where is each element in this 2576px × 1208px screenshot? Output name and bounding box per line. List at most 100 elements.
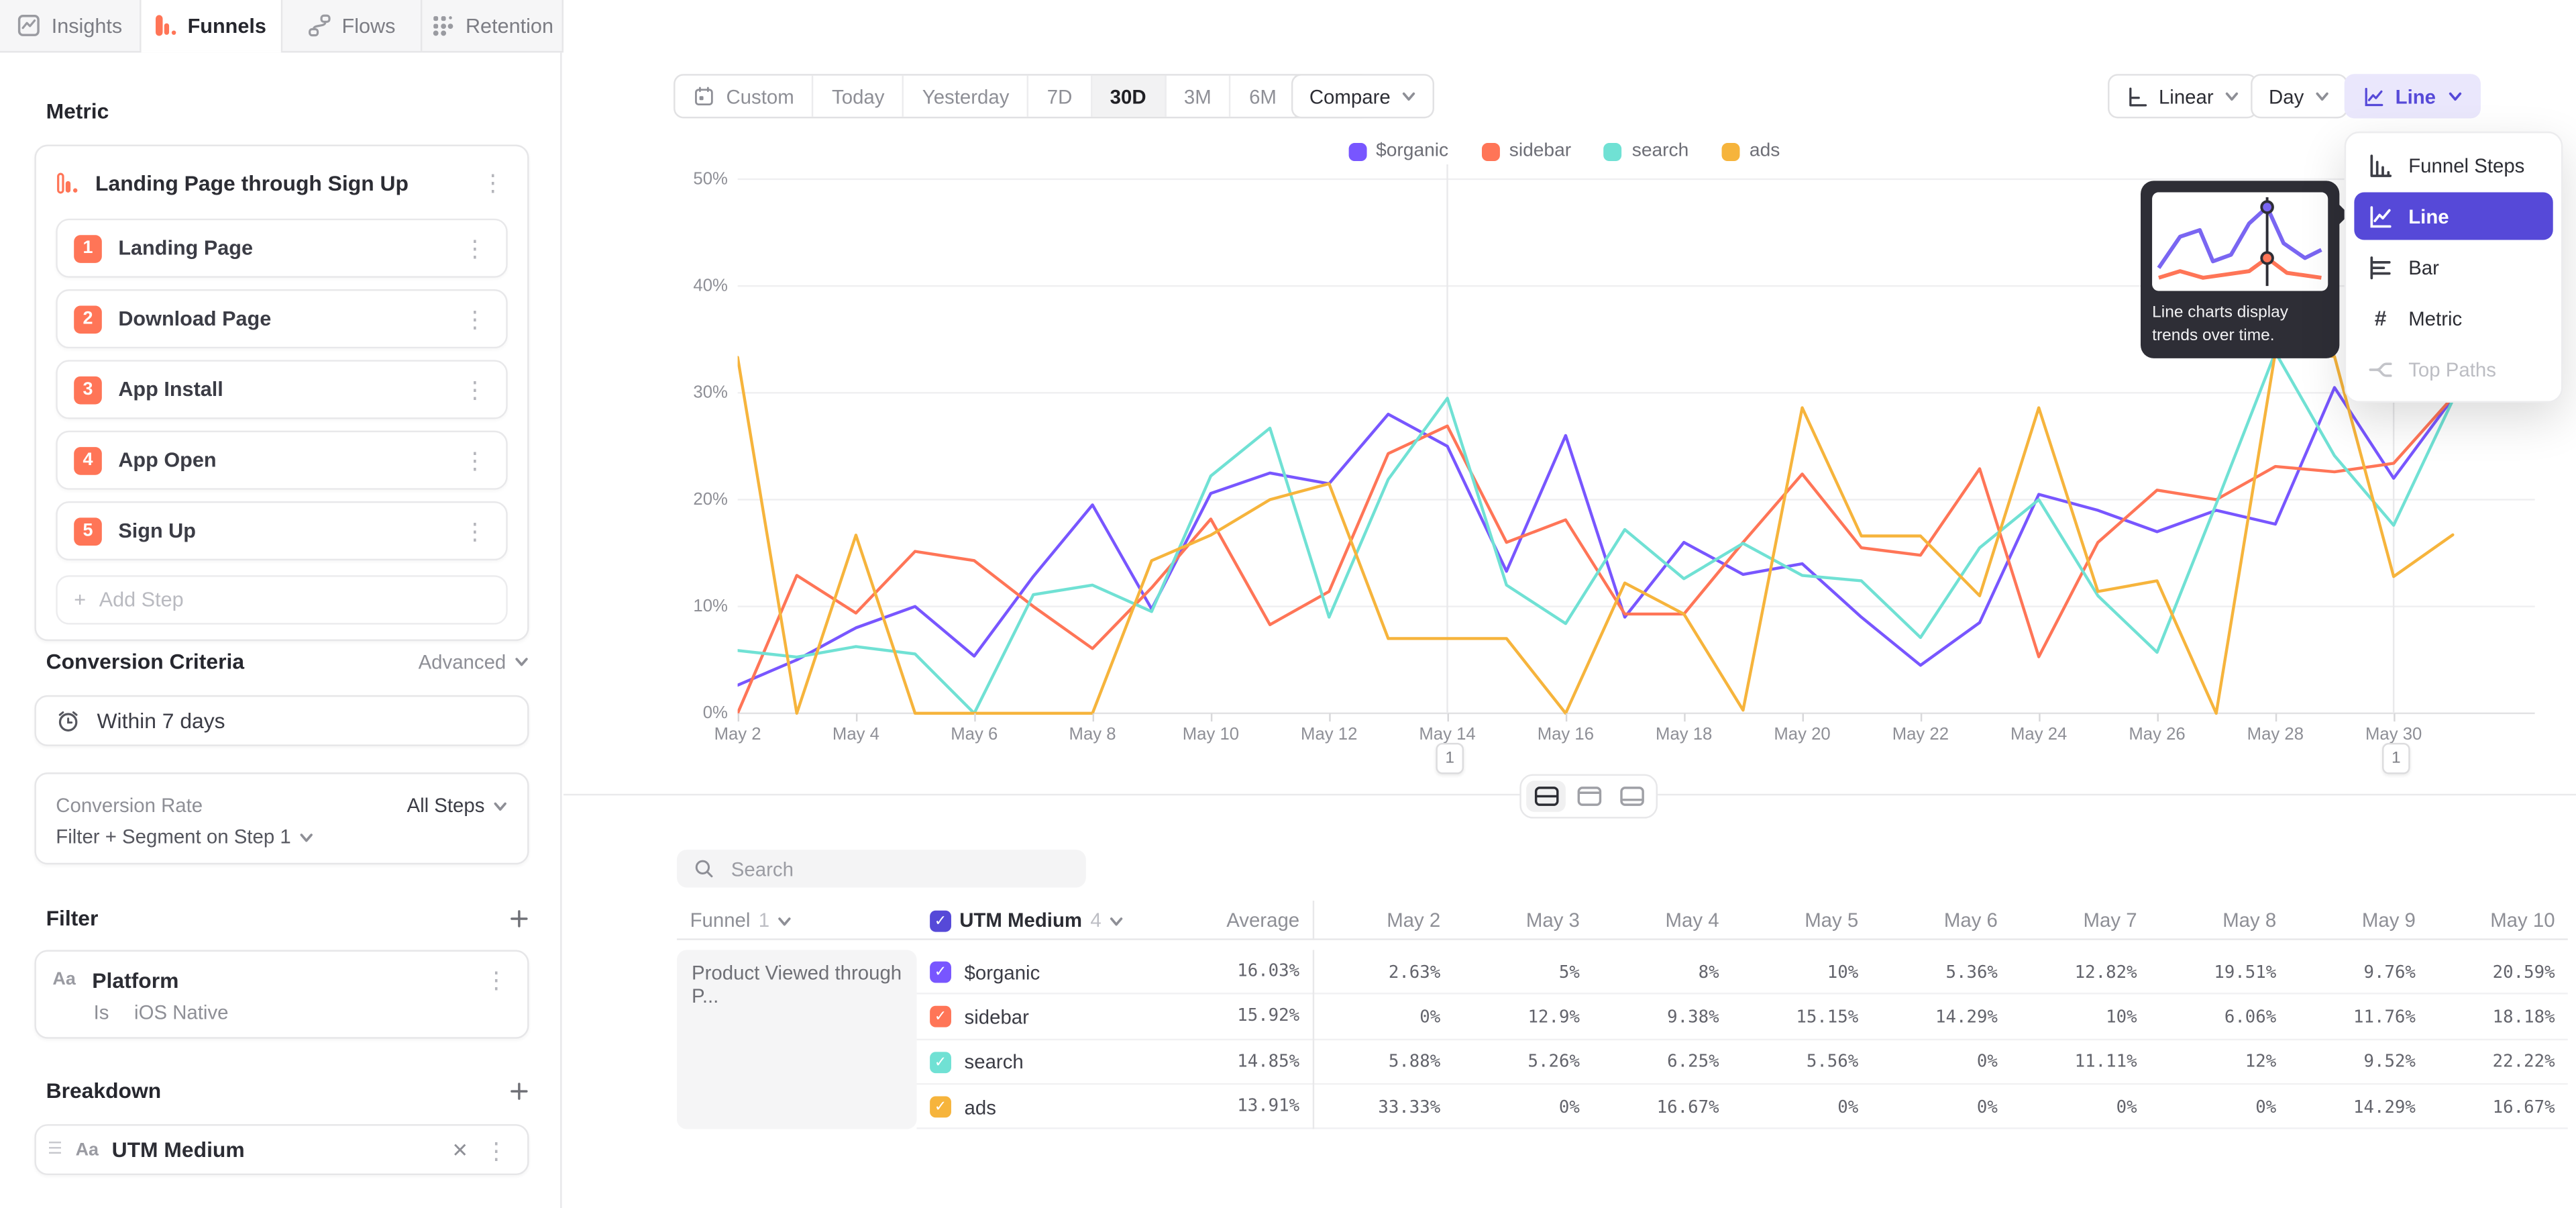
drag-handle-icon[interactable]: ☰ — [48, 1141, 62, 1159]
annotation-badge[interactable]: 1 — [1436, 743, 1464, 774]
tab-flows[interactable]: Flows — [282, 0, 423, 51]
day-column-header[interactable]: May 3 — [1454, 909, 1593, 932]
filter-property[interactable]: Platform — [92, 967, 465, 992]
add-breakdown-button[interactable] — [509, 1080, 529, 1100]
filter-segment-dropdown[interactable]: Filter + Segment on Step 1 — [56, 825, 507, 848]
row-checkbox[interactable]: ✓ — [930, 962, 951, 983]
tab-label: Insights — [52, 14, 123, 37]
y-axis-label: 40% — [649, 276, 728, 295]
select-all-checkbox[interactable]: ✓ — [930, 910, 951, 932]
value-cell: 0% — [1872, 1052, 2011, 1072]
add-step-button[interactable]: + Add Step — [56, 575, 507, 624]
x-axis-tick — [2275, 713, 2277, 721]
x-axis-label: May 24 — [1990, 725, 2088, 744]
remove-breakdown-icon[interactable]: ✕ — [451, 1138, 468, 1161]
day-column-header[interactable]: May 8 — [2150, 909, 2290, 932]
x-axis-tick — [1684, 713, 1685, 721]
add-filter-button[interactable] — [509, 908, 529, 927]
funnel-step-1[interactable]: 1 Landing Page ⋮ — [56, 219, 507, 278]
line-chart-icon — [2367, 203, 2394, 229]
filter-kebab-icon[interactable]: ⋮ — [482, 968, 511, 991]
day-column-header[interactable]: May 6 — [1872, 909, 2011, 932]
metric-kebab-icon[interactable]: ⋮ — [478, 171, 508, 194]
step-kebab-icon[interactable]: ⋮ — [460, 307, 490, 330]
step-kebab-icon[interactable]: ⋮ — [460, 237, 490, 260]
tab-label: Funnels — [188, 14, 266, 37]
day-column-header[interactable]: May 7 — [2011, 909, 2151, 932]
value-cell: 20.59% — [2429, 962, 2569, 982]
tab-funnels[interactable]: Funnels — [141, 0, 282, 51]
funnel-name-cell[interactable]: Product Viewed through P... — [677, 950, 917, 1129]
day-column-header[interactable]: May 4 — [1593, 909, 1733, 932]
menu-item-funnel-steps[interactable]: Funnel Steps — [2354, 142, 2553, 189]
funnel-step-5[interactable]: 5 Sign Up ⋮ — [56, 501, 507, 560]
step-label: Download Page — [118, 307, 443, 330]
day-column-header[interactable]: May 10 — [2429, 909, 2569, 932]
filter-condition[interactable]: Is iOS Native — [52, 1001, 511, 1023]
breakdown-property[interactable]: UTM Medium — [112, 1138, 439, 1162]
menu-item-metric[interactable]: # Metric — [2354, 294, 2553, 342]
all-steps-label: All Steps — [407, 794, 484, 817]
value-cell: 9.52% — [2290, 1052, 2429, 1072]
annotation-badge[interactable]: 1 — [2382, 743, 2410, 774]
x-axis-tick — [856, 713, 857, 721]
tooltip-text: Line charts display trends over time. — [2152, 303, 2328, 347]
value-cell: 0% — [1872, 1097, 2011, 1117]
funnel-step-2[interactable]: 2 Download Page ⋮ — [56, 289, 507, 348]
y-axis-label: 0% — [649, 703, 728, 723]
segment-name: search — [965, 1050, 1024, 1073]
funnel-step-4[interactable]: 4 App Open ⋮ — [56, 431, 507, 490]
x-axis-tick — [2394, 713, 2395, 721]
advanced-dropdown[interactable]: Advanced — [419, 650, 529, 673]
x-axis-tick — [1803, 713, 1804, 721]
menu-item-top-paths: Top Paths — [2354, 345, 2553, 393]
y-axis-label: 30% — [649, 383, 728, 403]
tab-insights[interactable]: Insights — [0, 0, 141, 51]
chart-view-toggle[interactable] — [1569, 781, 1609, 812]
breakdown-kebab-icon[interactable]: ⋮ — [482, 1138, 511, 1161]
segment-name-cell: ✓ ads — [917, 1095, 1170, 1118]
search-input[interactable] — [728, 856, 1069, 882]
chart-type-menu: Funnel Steps Line Bar # Metric Top Paths — [2345, 132, 2563, 403]
funnel-column-header[interactable]: Funnel 1 — [677, 909, 917, 932]
table-view-toggle[interactable] — [1611, 781, 1651, 812]
step-label: Landing Page — [118, 237, 443, 260]
step-kebab-icon[interactable]: ⋮ — [460, 449, 490, 472]
day-column-header[interactable]: May 9 — [2290, 909, 2429, 932]
average-column-header[interactable]: Average — [1170, 901, 1315, 940]
filter-card: Aa Platform ⋮ Is iOS Native — [34, 950, 529, 1039]
x-axis-tick — [1211, 713, 1212, 721]
breakdown-column-header[interactable]: ✓ UTM Medium 4 — [917, 909, 1170, 932]
row-checkbox[interactable]: ✓ — [930, 1007, 951, 1028]
x-axis-label: May 6 — [925, 725, 1024, 744]
split-view-toggle[interactable] — [1526, 781, 1566, 812]
day-column-header[interactable]: May 5 — [1732, 909, 1872, 932]
segment-name: ads — [965, 1095, 996, 1118]
funnel-step-3[interactable]: 3 App Install ⋮ — [56, 360, 507, 419]
plus-icon — [509, 908, 529, 927]
conversion-window-button[interactable]: Within 7 days — [34, 695, 529, 746]
tab-label: Retention — [466, 14, 553, 37]
step-number-badge: 3 — [74, 376, 102, 404]
x-axis-tick — [974, 713, 975, 721]
step-kebab-icon[interactable]: ⋮ — [460, 519, 490, 542]
row-checkbox[interactable]: ✓ — [930, 1052, 951, 1073]
query-builder-sidebar: Metric Landing Page through Sign Up ⋮ 1 … — [0, 52, 562, 1208]
row-checkbox[interactable]: ✓ — [930, 1097, 951, 1118]
string-type-icon: Aa — [76, 1140, 99, 1159]
filter-segment-label: Filter + Segment on Step 1 — [56, 825, 290, 848]
tab-label: Flows — [342, 14, 396, 37]
all-steps-dropdown[interactable]: All Steps — [407, 794, 507, 817]
day-column-header[interactable]: May 2 — [1314, 909, 1454, 932]
report-tabbar: Insights Funnels Flows Retention — [0, 0, 564, 52]
value-cell: 14.29% — [1872, 1007, 2011, 1027]
chevron-down-icon — [1110, 913, 1124, 927]
x-axis-tick — [738, 713, 739, 721]
step-number-badge: 2 — [74, 305, 102, 333]
tab-retention[interactable]: Retention — [423, 0, 564, 51]
step-kebab-icon[interactable]: ⋮ — [460, 378, 490, 401]
menu-item-line[interactable]: Line — [2354, 193, 2553, 240]
x-axis-label: May 10 — [1161, 725, 1260, 744]
chevron-down-icon — [777, 913, 792, 927]
menu-item-bar[interactable]: Bar — [2354, 243, 2553, 291]
